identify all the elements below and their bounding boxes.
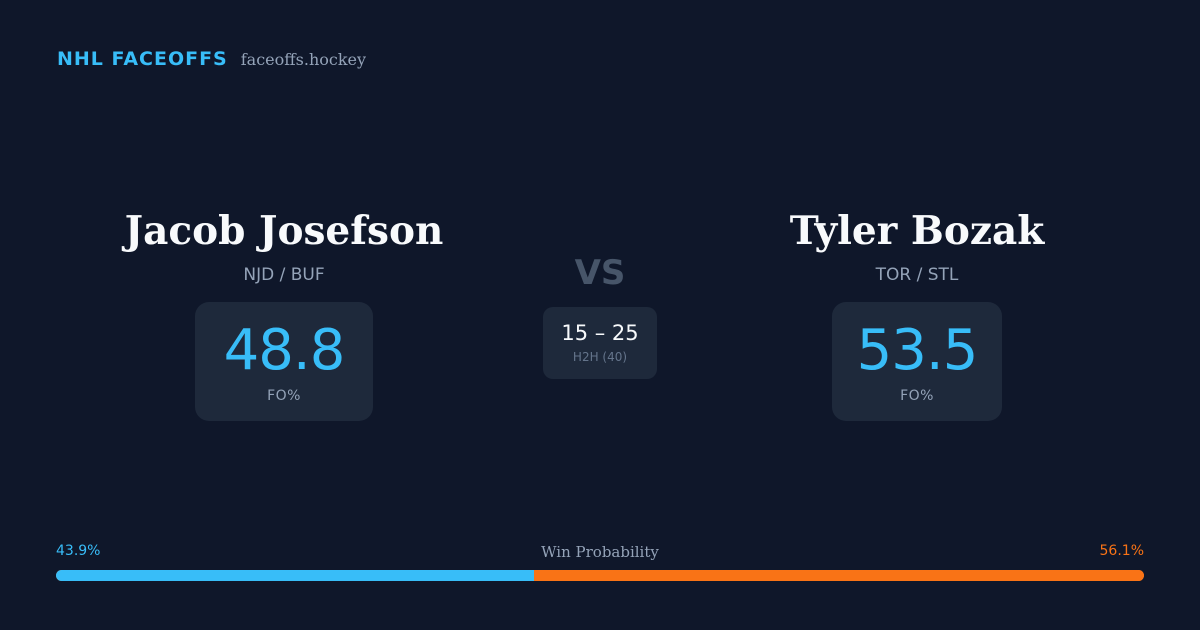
- brand-name: NHL FACEOFFS: [57, 48, 228, 70]
- player-left-fo-card: 48.8 FO%: [195, 302, 373, 421]
- player-right-fo-label: FO%: [900, 388, 934, 404]
- player-right: Tyler Bozak TOR / STL: [717, 205, 1117, 287]
- player-right-teams: TOR / STL: [875, 265, 959, 285]
- player-left-fo-value: 48.8: [223, 318, 346, 383]
- win-probability-labels: Win Probability 43.9% 56.1%: [56, 543, 1144, 563]
- win-probability-right-fill: [533, 570, 1144, 581]
- win-probability-title: Win Probability: [541, 543, 659, 561]
- player-left: Jacob Josefson NJD / BUF: [84, 205, 484, 287]
- player-right-fo-card: 53.5 FO%: [832, 302, 1002, 421]
- win-probability-bar: [56, 570, 1144, 581]
- h2h-label: H2H (40): [572, 350, 628, 364]
- vs-label: VS: [574, 253, 626, 293]
- brand-site: faceoffs.hockey: [240, 50, 367, 69]
- player-right-name: Tyler Bozak: [789, 208, 1045, 254]
- player-left-name: Jacob Josefson: [124, 208, 444, 254]
- win-probability-left-fill: [56, 570, 534, 581]
- h2h-card: 15 – 25 H2H (40): [543, 307, 657, 379]
- h2h-score: 15 – 25: [561, 321, 639, 345]
- player-left-fo-label: FO%: [267, 388, 301, 404]
- player-left-teams: NJD / BUF: [243, 265, 325, 285]
- win-probability-right-value: 56.1%: [1099, 543, 1144, 559]
- win-probability-left-value: 43.9%: [56, 543, 101, 559]
- player-right-fo-value: 53.5: [856, 318, 979, 383]
- brand-header: NHL FACEOFFS faceoffs.hockey: [57, 48, 366, 70]
